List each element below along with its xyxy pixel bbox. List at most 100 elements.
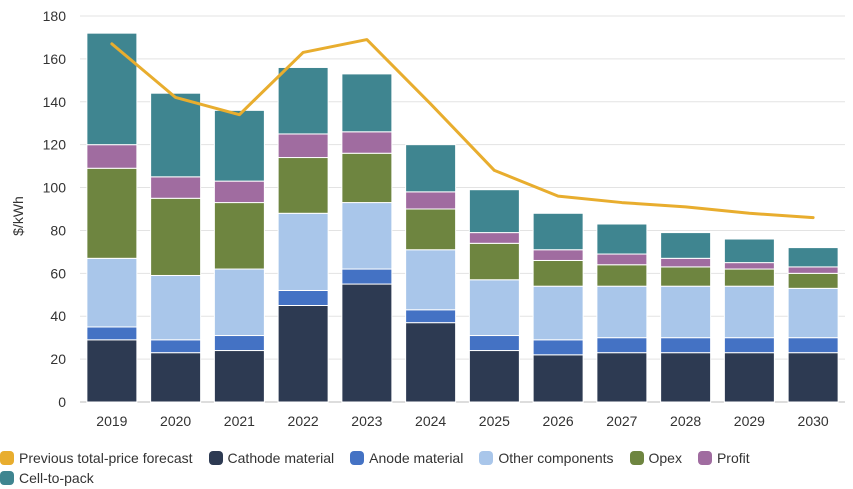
bar-segment bbox=[787, 337, 839, 354]
bar-segment bbox=[405, 191, 457, 210]
bar-segment bbox=[277, 157, 329, 214]
bar-segment bbox=[723, 337, 775, 354]
bar-segment bbox=[787, 266, 839, 274]
legend-swatch bbox=[697, 451, 712, 465]
y-tick-label: 160 bbox=[43, 51, 67, 67]
bar-segment bbox=[341, 268, 393, 285]
bar-segment bbox=[660, 285, 712, 339]
bar-segment bbox=[213, 268, 265, 337]
x-tick-label: 2028 bbox=[670, 413, 701, 429]
bar-segment bbox=[213, 109, 265, 182]
bar-segment bbox=[86, 32, 138, 146]
bar-segment bbox=[723, 238, 775, 264]
bar-segment bbox=[405, 322, 457, 403]
bar-segment bbox=[341, 73, 393, 133]
legend-label: Profit bbox=[716, 450, 750, 466]
x-tick-label: 2024 bbox=[415, 413, 446, 429]
x-tick-label: 2030 bbox=[798, 413, 829, 429]
bar-segment bbox=[277, 66, 329, 135]
legend-label: Other components bbox=[498, 450, 614, 466]
bar-segment bbox=[213, 202, 265, 270]
legend-row-2: Cell-to-pack bbox=[0, 468, 853, 488]
x-tick-label: 2020 bbox=[160, 413, 191, 429]
bar-segment bbox=[213, 335, 265, 352]
bar-segment bbox=[150, 176, 202, 199]
legend-item: Opex bbox=[629, 450, 682, 466]
bar-segment bbox=[532, 259, 584, 287]
bar-segment bbox=[596, 264, 648, 287]
bar-segment bbox=[468, 279, 520, 337]
bar-segment bbox=[341, 283, 393, 403]
bar-segment bbox=[150, 274, 202, 341]
bar-segment bbox=[532, 354, 584, 403]
legend-swatch bbox=[208, 451, 223, 465]
bar-segment bbox=[277, 305, 329, 403]
y-tick-label: 20 bbox=[50, 351, 66, 367]
y-tick-label: 0 bbox=[58, 394, 66, 410]
legend-row-1: Previous total-price forecast Cathode mat… bbox=[0, 448, 853, 468]
bar-segment bbox=[213, 350, 265, 403]
forecast-line bbox=[110, 38, 815, 220]
bar-segment bbox=[86, 339, 138, 403]
x-tick-label: 2022 bbox=[288, 413, 319, 429]
x-tick-label: 2023 bbox=[351, 413, 382, 429]
x-tick-label: 2029 bbox=[734, 413, 765, 429]
bar-segment bbox=[468, 350, 520, 403]
x-tick-label: 2019 bbox=[96, 413, 127, 429]
bar-segment bbox=[86, 326, 138, 341]
stacked-bar-chart: 0 20 40 60 80 100 120 140 160 180 2019 2020 2021 202… bbox=[10, 8, 845, 429]
legend-label: Previous total-price forecast bbox=[19, 450, 193, 466]
bar-segment bbox=[86, 167, 138, 259]
bar-segment bbox=[405, 208, 457, 251]
bar-segment bbox=[532, 339, 584, 356]
bar-segment bbox=[532, 249, 584, 261]
bar-segment bbox=[532, 285, 584, 341]
bar-segment bbox=[468, 189, 520, 234]
bar-segment bbox=[341, 152, 393, 204]
y-tick-label: 40 bbox=[50, 308, 66, 324]
x-tick-label: 2027 bbox=[606, 413, 637, 429]
x-tick-label: 2026 bbox=[543, 413, 574, 429]
bar-stacks bbox=[86, 32, 839, 403]
bar-segment bbox=[596, 352, 648, 403]
bar-segment bbox=[86, 257, 138, 328]
bar-segment bbox=[341, 202, 393, 270]
legend-swatch bbox=[0, 451, 14, 465]
bar-segment bbox=[405, 249, 457, 311]
bar-segment bbox=[277, 289, 329, 307]
legend-swatch bbox=[0, 471, 14, 485]
y-tick-label: 80 bbox=[50, 222, 66, 238]
bar-segment bbox=[723, 352, 775, 403]
legend-swatch bbox=[350, 451, 365, 465]
legend-swatch bbox=[629, 451, 644, 465]
bar-segment bbox=[468, 335, 520, 352]
bar-segment bbox=[150, 339, 202, 354]
bar-segment bbox=[405, 309, 457, 324]
bar-segment bbox=[150, 92, 202, 178]
legend-item: Anode material bbox=[350, 450, 463, 466]
bar-segment bbox=[787, 247, 839, 268]
bar-segment bbox=[787, 352, 839, 403]
legend-swatch bbox=[479, 451, 494, 465]
y-axis: 0 20 40 60 80 100 120 140 160 180 bbox=[43, 8, 67, 410]
bar-segment bbox=[723, 285, 775, 339]
bar-segment bbox=[277, 133, 329, 159]
y-tick-label: 120 bbox=[43, 137, 67, 153]
bar-segment bbox=[660, 257, 712, 268]
bar-segment bbox=[660, 337, 712, 354]
bar-segment bbox=[150, 352, 202, 403]
bar-segment bbox=[532, 212, 584, 251]
bar-segment bbox=[787, 287, 839, 339]
bar-segment bbox=[723, 262, 775, 270]
legend-label: Cathode material bbox=[227, 450, 335, 466]
y-tick-label: 140 bbox=[43, 94, 67, 110]
legend-label: Opex bbox=[648, 450, 682, 466]
legend-item: Cathode material bbox=[208, 450, 335, 466]
bar-segment bbox=[468, 242, 520, 281]
legend-item: Previous total-price forecast bbox=[0, 450, 193, 466]
bar-segment bbox=[660, 232, 712, 259]
bar-segment bbox=[596, 337, 648, 354]
bar-segment bbox=[405, 144, 457, 193]
bar-segment bbox=[468, 232, 520, 244]
x-axis: 2019 2020 2021 2022 2023 2024 2025 2026 2027 2028… bbox=[96, 413, 829, 429]
